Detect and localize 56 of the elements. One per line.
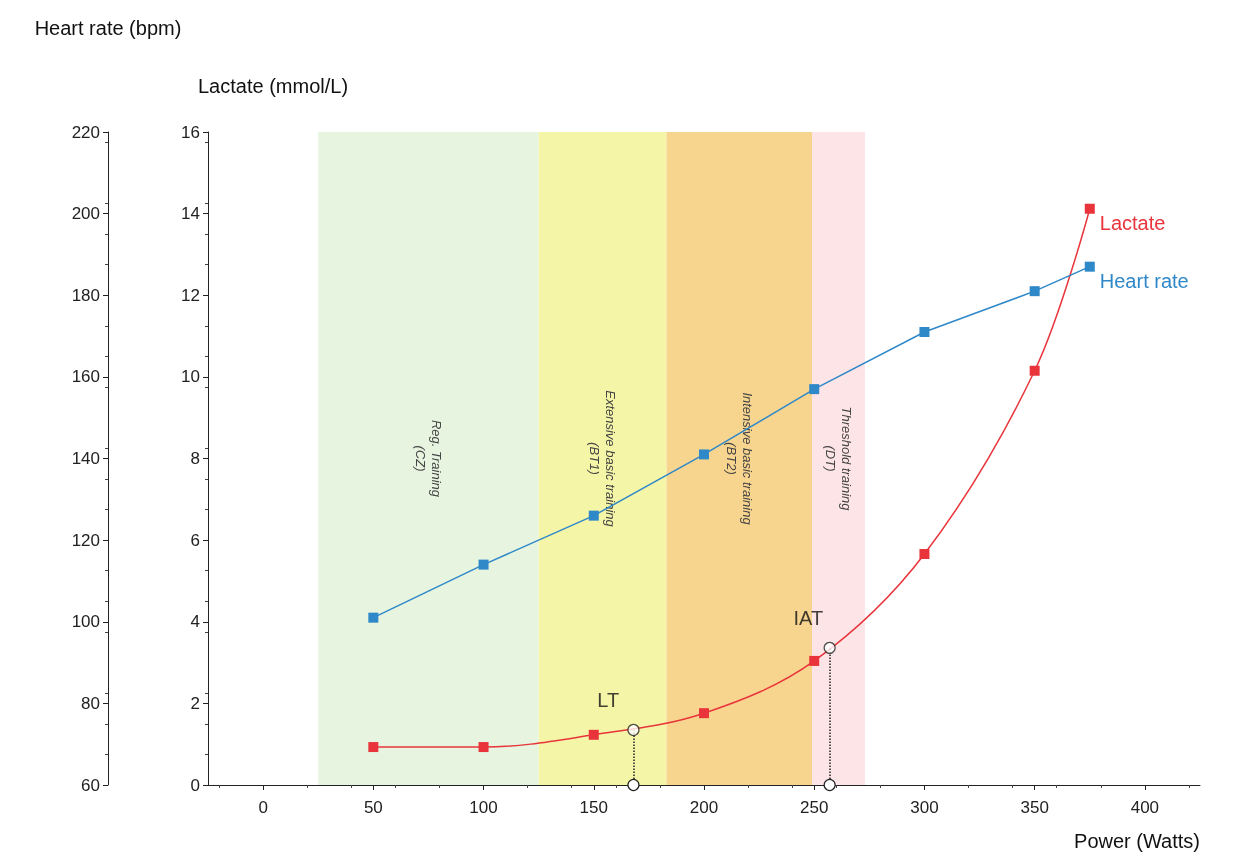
point bbox=[368, 742, 379, 753]
band-label: Extensive basic training (BT1) bbox=[587, 390, 619, 528]
x-tick-label: 400 bbox=[1130, 798, 1160, 817]
y-tick-label: 14 bbox=[181, 204, 200, 224]
point bbox=[588, 510, 599, 521]
x-tick-label: 200 bbox=[689, 798, 719, 817]
point bbox=[1029, 365, 1040, 376]
x-tick-label: 0 bbox=[258, 798, 268, 817]
point bbox=[627, 723, 640, 736]
point bbox=[478, 559, 489, 570]
series-label: Heart rate bbox=[1099, 269, 1189, 292]
point bbox=[1029, 286, 1040, 297]
y2-tick-label: 220 bbox=[71, 122, 100, 142]
x-tick-label: 350 bbox=[1020, 798, 1049, 817]
data-label: IAT bbox=[793, 606, 824, 629]
y-tick-label: 10 bbox=[181, 367, 200, 387]
point bbox=[368, 612, 379, 623]
y2-tick-label: 160 bbox=[71, 367, 100, 387]
y2-tick-label: 100 bbox=[71, 612, 100, 632]
y2-tick-label: 200 bbox=[71, 204, 100, 224]
x-tick-label: 50 bbox=[363, 798, 383, 817]
y-tick-label: 12 bbox=[181, 285, 200, 305]
point bbox=[809, 655, 820, 666]
point bbox=[1084, 203, 1095, 214]
y2-tick-label: 80 bbox=[81, 693, 100, 713]
y2-tick-label: 120 bbox=[71, 530, 100, 550]
point bbox=[823, 641, 836, 654]
y-axis-title: Lactate (mmol/L) bbox=[198, 75, 349, 97]
y2-tick-label: 140 bbox=[71, 449, 100, 468]
y-tick-label: 0 bbox=[190, 775, 200, 795]
point bbox=[699, 708, 709, 719]
x-tick-label: 300 bbox=[910, 798, 939, 817]
y2-tick-label: 60 bbox=[81, 775, 100, 795]
y2-tick-label: 180 bbox=[71, 285, 100, 305]
x-tick-label: 150 bbox=[579, 798, 608, 817]
y2-axis-title: Heart rate (bpm) bbox=[34, 17, 182, 39]
point bbox=[699, 449, 709, 460]
y-tick-label: 4 bbox=[190, 612, 200, 632]
band-label: Reg. Training (CZ) bbox=[412, 419, 444, 498]
point bbox=[919, 549, 930, 559]
point bbox=[478, 742, 489, 753]
band-label: Intensive basic training (BT2) bbox=[723, 392, 755, 526]
x-tick-label: 250 bbox=[800, 798, 829, 817]
point bbox=[809, 384, 820, 395]
y-tick-label: 8 bbox=[190, 449, 200, 468]
series-label: Lactate bbox=[1099, 211, 1166, 234]
x-axis-title: Power (Watts) bbox=[1074, 830, 1200, 852]
band-label: Threshold training (DT) bbox=[822, 406, 854, 512]
point bbox=[1084, 261, 1095, 272]
point bbox=[919, 326, 930, 337]
point bbox=[588, 729, 599, 740]
y-tick-label: 6 bbox=[190, 530, 200, 550]
data-label: LT bbox=[597, 688, 620, 711]
x-tick-label: 100 bbox=[469, 798, 498, 817]
y-tick-label: 2 bbox=[190, 693, 200, 713]
y-tick-label: 16 bbox=[181, 122, 200, 142]
